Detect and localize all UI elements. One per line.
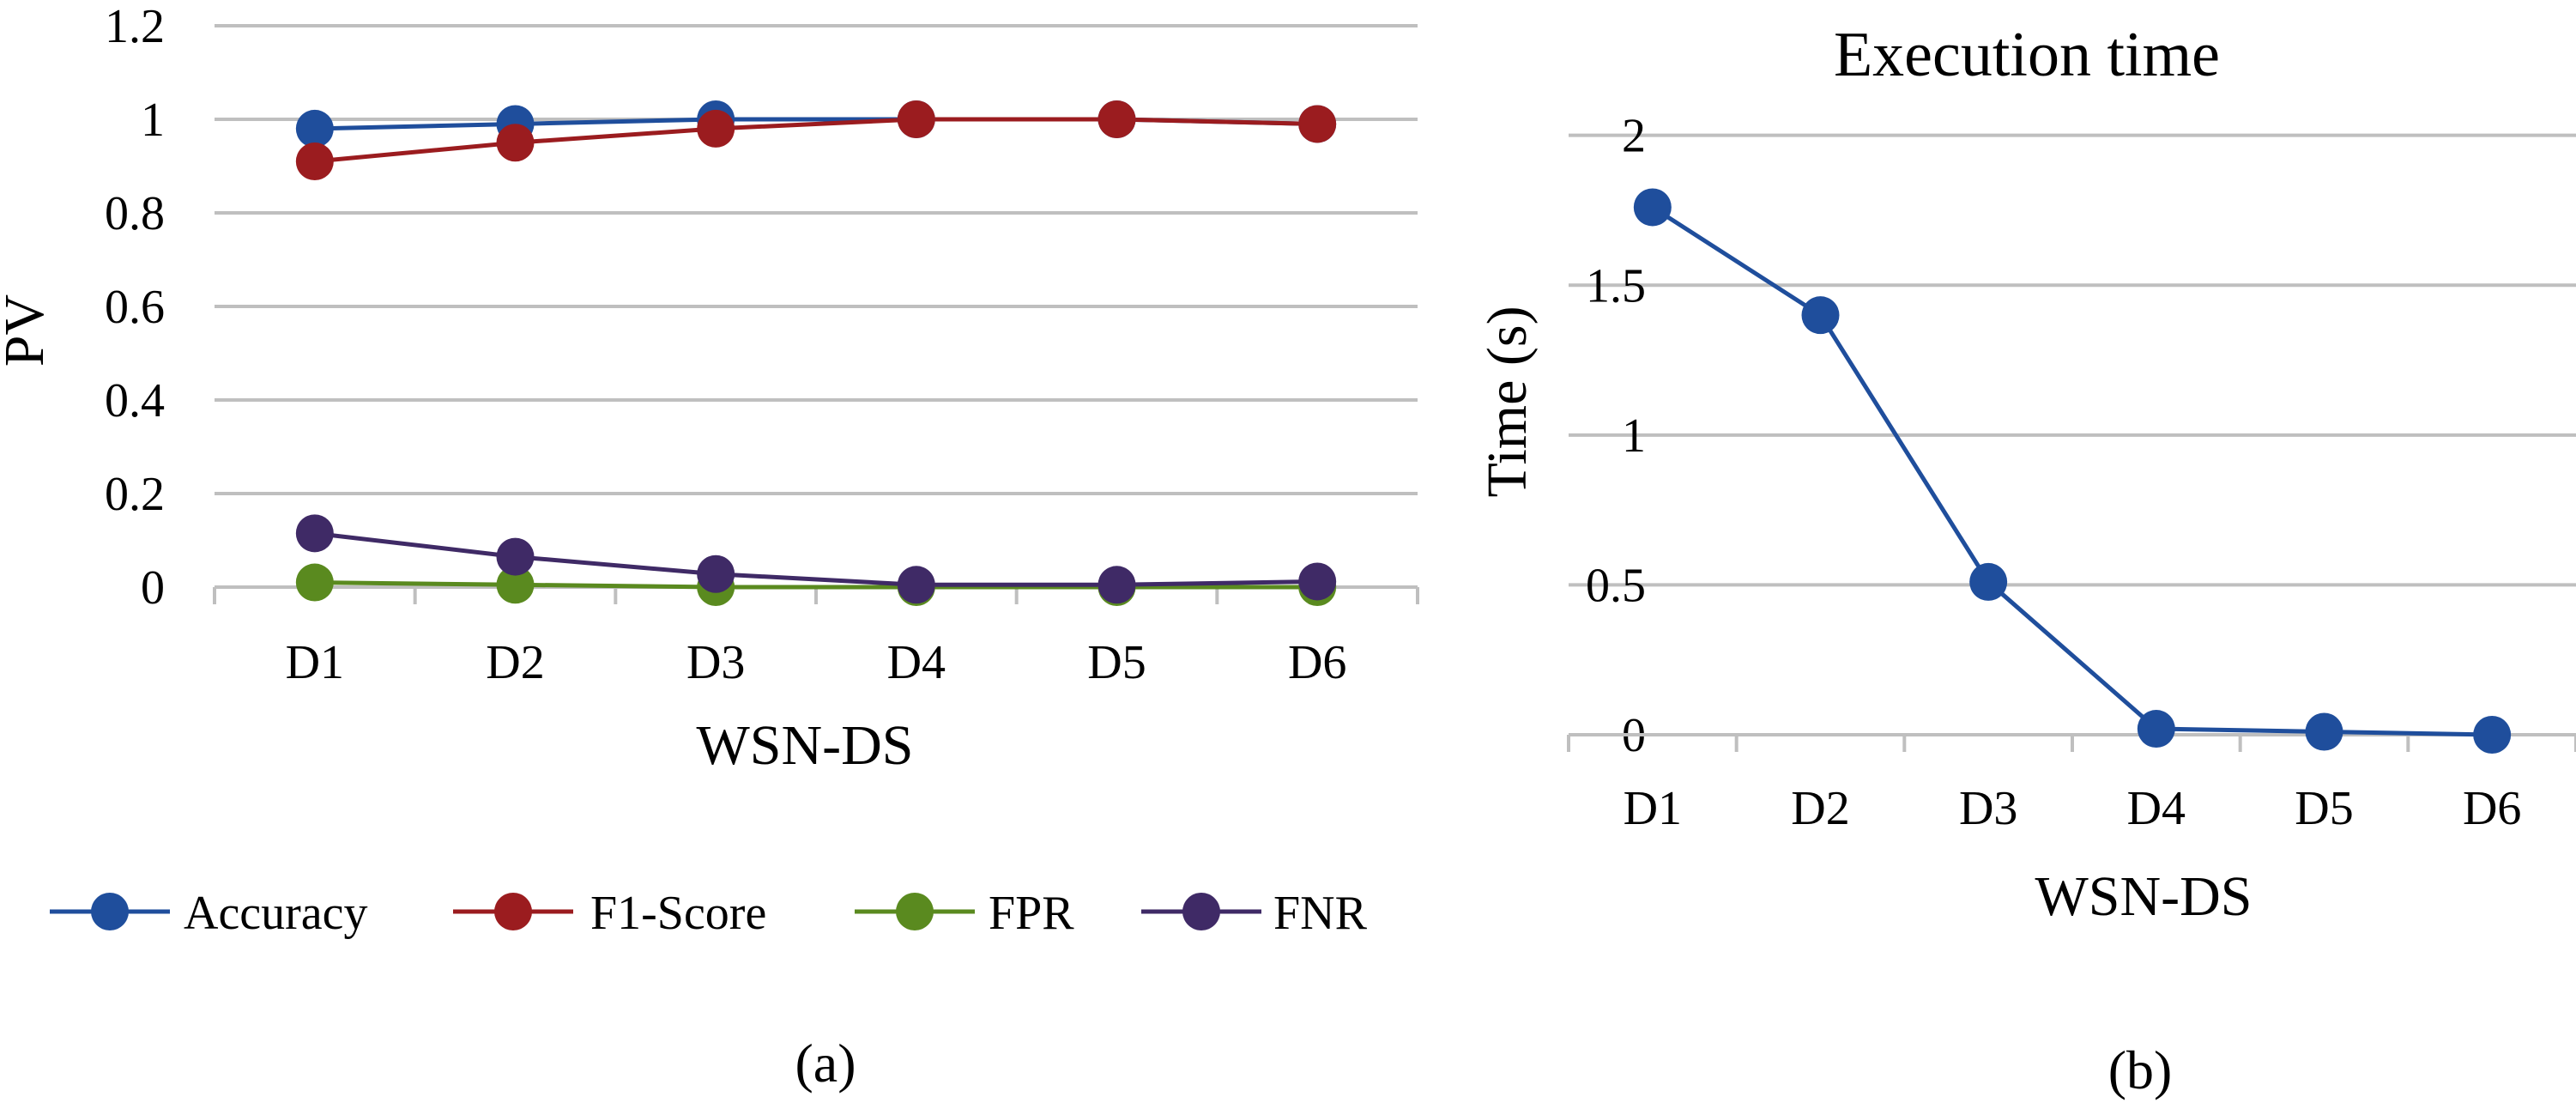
legend-item-fnr[interactable]: FNR	[1141, 887, 1368, 940]
chart-b-x-tick-label: D3	[1959, 782, 2017, 835]
chart-a-legend[interactable]: Accuracy F1-Score FPR FNR	[50, 887, 1368, 940]
legend-label: F1-Score	[590, 887, 766, 940]
chart-b-y-tick-label: 2	[1622, 110, 1646, 163]
legend-marker-swatch	[896, 893, 934, 930]
legend-item-fpr[interactable]: FPR	[855, 887, 1074, 940]
chart-a-point-fnr[interactable]	[897, 566, 935, 604]
legend-item-accuracy[interactable]: Accuracy	[50, 887, 368, 940]
chart-a-x-axis-title: WSN-DS	[696, 714, 913, 777]
chart-a-y-tick-label: 1.2	[105, 0, 165, 53]
chart-a-y-tick-label: 0.4	[105, 374, 165, 427]
chart-a-point-fpr[interactable]	[295, 563, 334, 602]
chart-b-x-tick-label: D4	[2127, 782, 2186, 835]
chart-a-y-tick-label: 0	[141, 561, 165, 615]
legend-marker-swatch	[494, 893, 532, 930]
chart-b-point-execution-time[interactable]	[2137, 710, 2175, 748]
chart-b-x-tick-label: D2	[1791, 782, 1849, 835]
chart-b-x-tick-label: D1	[1624, 782, 1682, 835]
chart-a-point-f1-score[interactable]	[897, 100, 935, 138]
chart-a-point-f1-score[interactable]	[1098, 100, 1136, 138]
chart-b-point-execution-time[interactable]	[1633, 188, 1672, 227]
chart-a-y-axis-title: PV	[0, 294, 56, 367]
chart-a-point-f1-score[interactable]	[697, 109, 735, 148]
chart-a-x-tick-label: D1	[286, 636, 344, 689]
chart-a-y-tick-label: 0.6	[105, 281, 165, 334]
chart-b-y-tick-labels: 00.511.52	[1586, 110, 1646, 762]
chart-b-x-axis-title: WSN-DS	[2035, 865, 2252, 928]
chart-b-y-tick-label: 1.5	[1586, 259, 1646, 312]
legend-marker-swatch	[1182, 893, 1220, 930]
chart-a-point-fpr[interactable]	[496, 566, 535, 604]
chart-a-x-tick-label: D4	[887, 636, 946, 689]
chart-a-series	[295, 100, 1337, 606]
chart-b-series	[1633, 188, 2512, 754]
chart-a-x-tick-label: D2	[486, 636, 544, 689]
chart-b-point-execution-time[interactable]	[2305, 712, 2343, 751]
chart-a-y-tick-label: 0.8	[105, 187, 165, 240]
chart-a-point-fnr[interactable]	[295, 514, 334, 553]
panel-b-label: (b)	[2108, 1039, 2173, 1100]
chart-a-y-tick-label: 0.2	[105, 468, 165, 521]
legend-label: FPR	[989, 887, 1074, 940]
chart-b-gridlines	[1569, 133, 2576, 587]
chart-a-x-tick-label: D5	[1087, 636, 1146, 689]
chart-a-point-fnr[interactable]	[1298, 562, 1337, 601]
chart-a-x-tick-labels: D1 D2 D3 D4 D5 D6	[286, 636, 1347, 689]
chart-b-x-tick-label: D6	[2463, 782, 2521, 835]
chart-b-point-execution-time[interactable]	[2473, 716, 2512, 754]
chart-a-point-f1-score[interactable]	[496, 124, 535, 162]
chart-a-series-line-fpr	[314, 580, 1318, 590]
chart-b-point-execution-time[interactable]	[1801, 296, 1840, 335]
chart-a-y-tick-labels: 0 0.2 0.4 0.6 0.8 1 1.2	[105, 0, 165, 615]
chart-b-y-tick-label: 0.5	[1586, 559, 1646, 612]
chart-a-x-tick-label: D3	[686, 636, 745, 689]
chart-b: Execution time 00.511.52 D1 D2 D3 D4 D5 D6 Ti…	[1476, 20, 2576, 1100]
chart-b-y-axis-title: Time (s)	[1476, 306, 1539, 497]
chart-a-x-tick-label: D6	[1288, 636, 1346, 689]
legend-marker-swatch	[91, 893, 129, 930]
legend-label: FNR	[1273, 887, 1368, 940]
chart-a-point-fnr[interactable]	[496, 537, 535, 576]
chart-b-series-line-execution-time	[1651, 205, 2493, 737]
chart-a-series-line-f1-score	[314, 117, 1318, 164]
legend-item-f1-score[interactable]: F1-Score	[453, 887, 766, 940]
chart-a-y-tick-label: 1	[141, 94, 165, 147]
chart-a-point-f1-score[interactable]	[1298, 105, 1337, 143]
chart-a: 0 0.2 0.4 0.6 0.8 1 1.2 D1 D2 D3 D4 D5 D6 PV WSN-DS…	[0, 0, 1419, 1094]
chart-a-point-accuracy[interactable]	[295, 109, 334, 148]
chart-b-x-tick-labels: D1 D2 D3 D4 D5 D6	[1624, 782, 2522, 835]
chart-b-title: Execution time	[1834, 20, 2220, 90]
chart-a-series-line-fnr	[314, 530, 1318, 587]
legend-label: Accuracy	[184, 887, 368, 940]
chart-a-point-fnr[interactable]	[697, 554, 735, 593]
chart-a-point-f1-score[interactable]	[295, 142, 334, 181]
chart-b-x-tick-label: D5	[2295, 782, 2353, 835]
chart-b-y-tick-label: 1	[1622, 409, 1646, 463]
chart-a-point-fnr[interactable]	[1098, 566, 1136, 604]
panel-a-label: (a)	[795, 1033, 856, 1094]
chart-b-point-execution-time[interactable]	[1969, 562, 2008, 601]
